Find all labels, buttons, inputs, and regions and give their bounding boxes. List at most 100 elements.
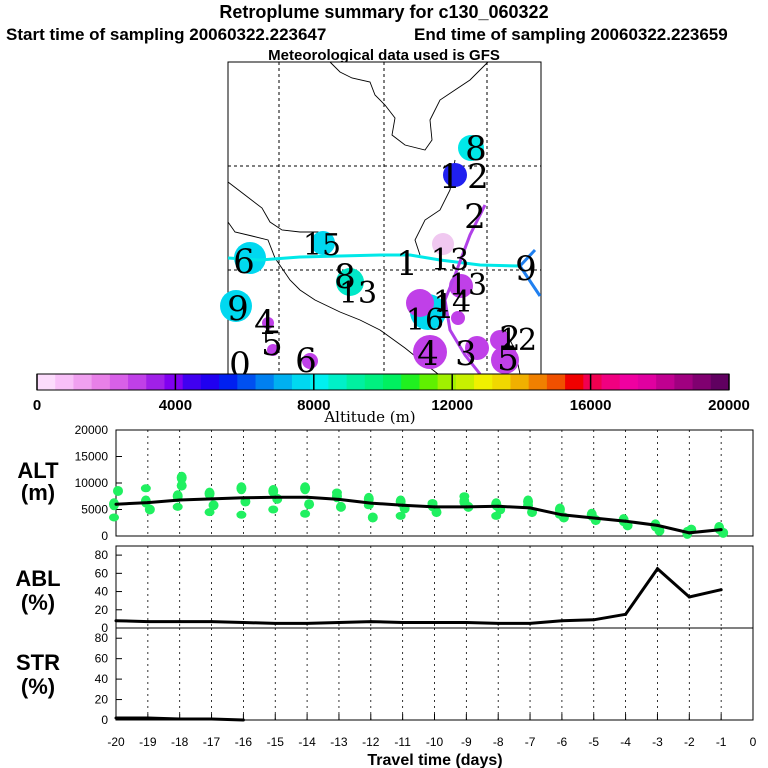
x-tick-label: -17	[203, 735, 221, 749]
abl-data-point	[337, 621, 341, 625]
x-axis: -20 -19 -18 -17 -16 -15 -14 -13 -12 -11 -10 -9 -8 -7-…	[107, 714, 757, 768]
alt-data-point	[687, 531, 691, 535]
plume-blob	[465, 336, 489, 360]
colorbar-swatch	[164, 374, 184, 390]
map-day-label: 4	[254, 303, 276, 343]
plume-blob	[432, 233, 454, 255]
alt-scatter-point	[491, 511, 502, 520]
map-day-label: 5	[497, 339, 519, 379]
plume-blob	[220, 290, 252, 322]
str-ytick-label: 80	[95, 631, 109, 645]
colorbar-swatch	[419, 374, 439, 390]
map-day-label: 13	[449, 268, 487, 303]
colorbar-tick-label: 12000	[431, 397, 473, 414]
alt-scatter-point	[459, 492, 470, 501]
map-day-label: 9	[515, 249, 537, 289]
alt-scatter-point	[335, 501, 346, 512]
colorbar-swatch	[455, 374, 475, 390]
abl-data-point	[719, 588, 723, 592]
alt-data-point	[273, 495, 277, 499]
alt-scatter-point	[654, 525, 665, 536]
str-unit-label: (%)	[21, 674, 55, 699]
colorbar-swatch	[273, 374, 293, 390]
abl-unit-label: (%)	[21, 590, 55, 615]
plume-blob	[406, 289, 434, 317]
alt-scatter-point	[236, 482, 247, 495]
alt-scatter-point	[172, 502, 183, 511]
map-day-label: 1	[396, 244, 418, 284]
abl-data-point	[146, 620, 150, 624]
colorbar-swatch	[401, 374, 420, 390]
x-tick-label: -16	[235, 735, 253, 749]
colorbar-swatch	[200, 374, 220, 390]
plume-blob	[262, 317, 274, 329]
plume-blob	[413, 335, 447, 369]
trajectory-cyan	[227, 253, 521, 268]
map-day-label: 13	[339, 276, 377, 311]
colorbar-swatch	[692, 374, 712, 390]
x-tick-label: -8	[493, 735, 504, 749]
alt-scatter-point	[427, 499, 438, 508]
plume-blob	[302, 353, 318, 369]
x-tick-label: -2	[684, 735, 695, 749]
colorbar-swatch	[364, 374, 384, 390]
colorbar-ticks: 0 4000 8000 12000 16000 20000	[33, 374, 750, 414]
plume-blob	[267, 344, 279, 356]
abl-data-point	[560, 619, 564, 623]
map-day-label: 1	[439, 157, 461, 197]
alt-scatter-point	[236, 510, 247, 519]
str-ytick-label: 0	[101, 713, 108, 727]
map-day-label: 2	[464, 197, 486, 237]
colorbar-swatch	[383, 374, 402, 390]
x-tick-label: -15	[267, 735, 285, 749]
trajectory-purple	[443, 204, 487, 375]
chart-title: Retroplume summary for c130_060322	[219, 2, 549, 22]
x-tick-label: -3	[652, 735, 663, 749]
alt-scatter-point	[331, 488, 342, 497]
colorbar-label: Altitude (m)	[323, 408, 415, 426]
map-day-label: 14	[433, 285, 471, 320]
colorbar-swatch	[128, 374, 147, 390]
colorbar-swatch	[565, 374, 584, 390]
alt-data-point	[401, 503, 405, 507]
alt-series-line	[115, 495, 722, 535]
altitude-colorbar	[36, 373, 730, 391]
plume-blob	[451, 311, 465, 325]
colorbar-swatch	[474, 374, 493, 390]
colorbar-swatch	[310, 374, 329, 390]
trajectory-blue	[518, 265, 542, 297]
x-tick-label: -7	[525, 735, 536, 749]
map-day-label: 5	[261, 324, 283, 364]
map-day-label: 1	[433, 287, 455, 327]
abl-data-point	[624, 612, 628, 616]
alt-data-point	[496, 504, 500, 508]
alt-data-point	[210, 497, 214, 501]
colorbar-swatch	[674, 374, 694, 390]
colorbar-swatch	[619, 374, 639, 390]
abl-data-point	[369, 620, 373, 624]
colorbar-swatch	[146, 374, 165, 390]
x-tick-label: -20	[107, 735, 125, 749]
x-tick-label: -10	[426, 735, 444, 749]
plume-blob	[311, 231, 335, 255]
map-day-label: 13	[431, 243, 469, 278]
abl-ytick-label: 80	[95, 548, 109, 562]
colorbar-swatch	[237, 374, 257, 390]
colorbar-swatch	[656, 374, 675, 390]
abl-ytick-label: 20	[95, 603, 109, 617]
colorbar-swatch	[55, 374, 74, 390]
x-axis-title: Travel time (days)	[367, 752, 502, 768]
plume-blob	[458, 135, 484, 161]
alt-data-point	[146, 501, 150, 505]
start-time-label: Start time of sampling 20060322.223647	[6, 25, 327, 44]
map-day-label: 6	[233, 242, 255, 282]
alt-unit-label: (m)	[21, 480, 55, 505]
abl-panel: ABL(%) 80 60 40 20 0	[15, 545, 754, 635]
alt-scatter-point	[140, 484, 151, 493]
alt-scatter-point	[113, 485, 123, 496]
x-tick-label: -1	[716, 735, 727, 749]
colorbar-swatch	[37, 374, 56, 390]
alt-label: ALT	[17, 458, 59, 483]
abl-data-point	[401, 621, 405, 625]
alt-data-point	[560, 513, 564, 517]
